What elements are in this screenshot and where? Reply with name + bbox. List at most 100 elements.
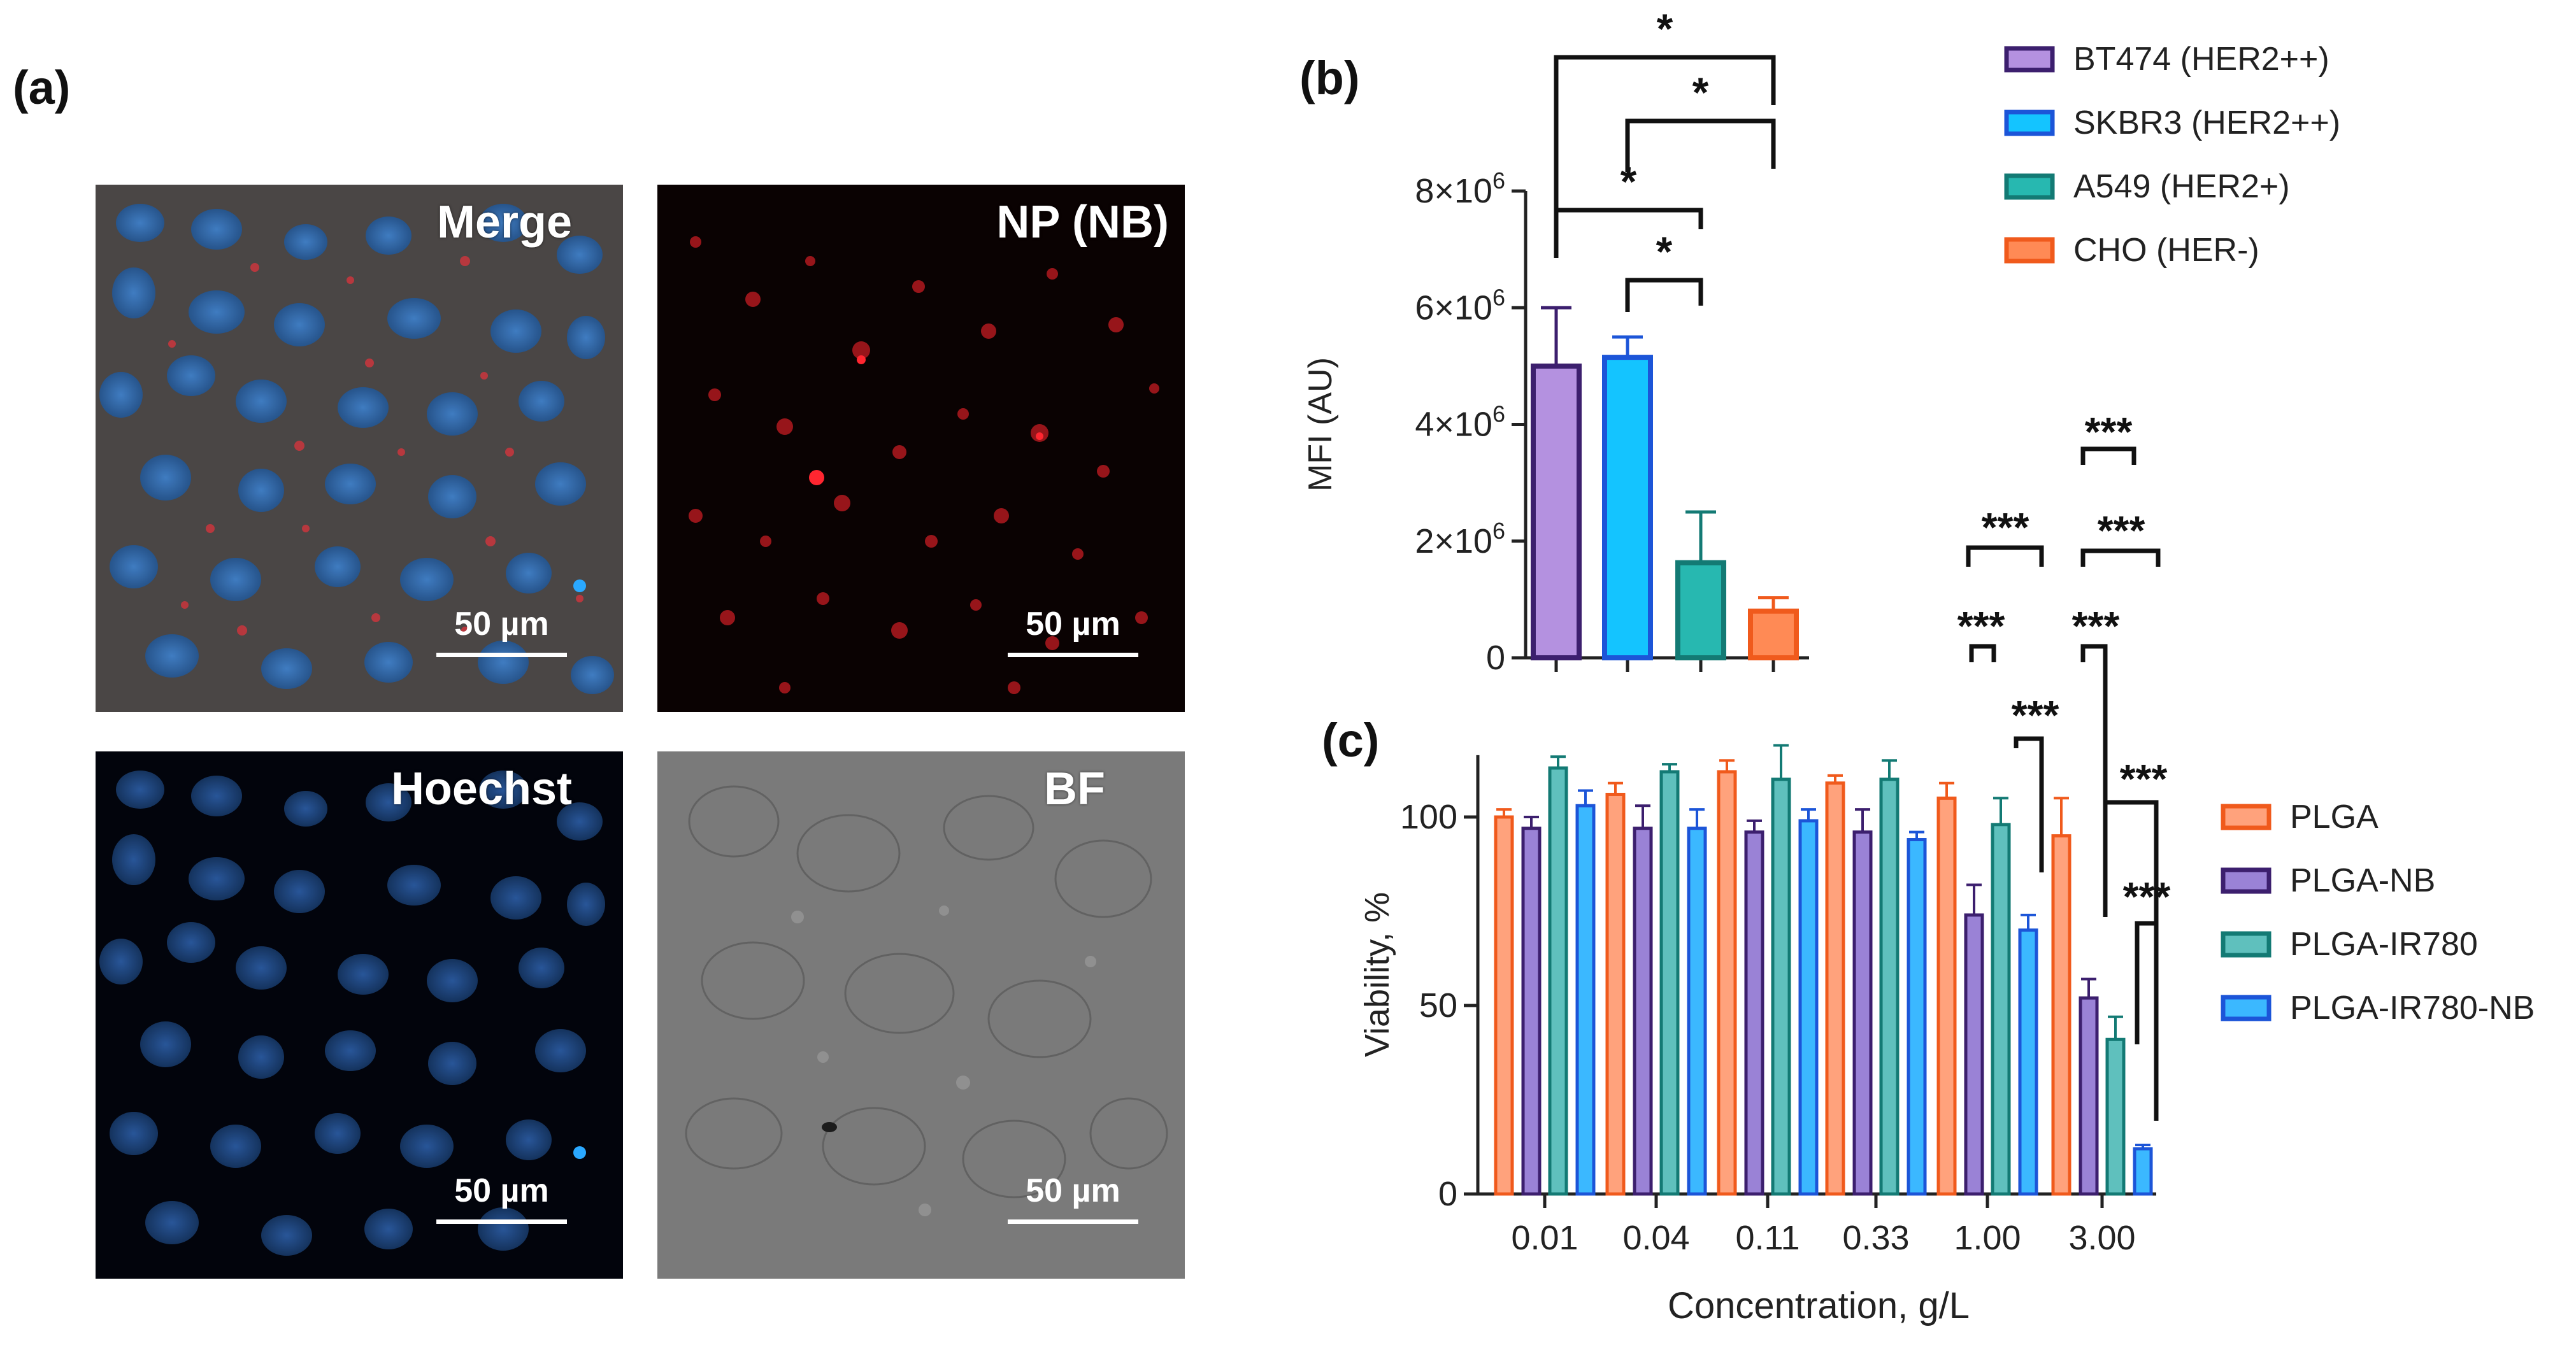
chart-b-significance-bracket-0 [1554, 55, 1776, 226]
chart-c-significance-label-6: *** [2120, 756, 2168, 802]
chart-c-bar-0-5 [2051, 834, 2072, 1196]
chart-b-legend-label-2: A549 (HER2+) [2073, 168, 2290, 205]
chart-c-viability: 0 50 100 Viability, % 0.01 0.04 0.11 0.33 1.00 3.… [1358, 409, 2535, 1326]
chart-b-ytick-label-4: 8×106 [1415, 167, 1505, 210]
chart-c-significance-label-0: *** [2085, 409, 2133, 455]
chart-c-bar-2-5 [2105, 1037, 2126, 1196]
chart-c-bar-1-1 [1633, 827, 1653, 1196]
micrograph-hoechst: Hoechst 50 µm [96, 751, 623, 1279]
chart-b-legend-label-1: SKBR3 (HER2++) [2073, 104, 2340, 141]
scale-label-hoechst: 50 µm [454, 1172, 549, 1209]
chart-b-legend-label-3: CHO (HER-) [2073, 232, 2259, 269]
chart-c-bar-0-2 [1717, 770, 1737, 1196]
chart-c-significance-label-5: *** [2012, 692, 2059, 738]
chart-c-bar-1-3 [1852, 830, 1873, 1196]
chart-c-significance-bracket-6 [2103, 800, 2159, 1006]
chart-c-ytick-label-0: 0 [1438, 1175, 1457, 1213]
chart-c-significance-label-4: *** [2072, 603, 2120, 649]
hoechst-image [96, 751, 623, 1279]
chart-b-ytick-label-3: 6×106 [1415, 284, 1505, 327]
chart-b-legend-label-0: BT474 (HER2++) [2073, 41, 2329, 78]
chart-c-significance-bracket-1 [2080, 548, 2161, 567]
micrograph-np-nb: NP (NB) 50 µm [657, 185, 1185, 712]
chart-c-significance-bracket-4 [2080, 644, 2108, 834]
chart-b-ylabel: MFI (AU) [1302, 357, 1339, 492]
chart-c-bar-0-1 [1605, 792, 1626, 1196]
chart-b-significance-bracket-2 [1554, 208, 1703, 258]
chart-c-legend-swatch-2 [2221, 931, 2272, 958]
scale-bar-hoechst [436, 1219, 567, 1224]
chart-c-significance-label-2: *** [1982, 504, 2029, 550]
micrograph-label-merge: Merge [436, 197, 572, 248]
chart-c-significance-bracket-7 [2135, 921, 2159, 1121]
micrograph-label-np: NP (NB) [996, 197, 1169, 248]
panel-label-a: (a) [13, 61, 71, 114]
chart-b-bar-3 [1748, 608, 1799, 661]
chart-c-bar-1-0 [1521, 827, 1542, 1196]
chart-c-bar-3-4 [2018, 928, 2038, 1196]
chart-c-bar-2-2 [1771, 778, 1791, 1196]
chart-c-bar-1-2 [1744, 830, 1764, 1196]
chart-c-significance-label-7: *** [2123, 874, 2171, 920]
chart-c-significance-label-1: *** [2098, 508, 2145, 553]
chart-c-significance-bracket-5 [2014, 736, 2044, 872]
chart-c-bar-0-0 [1494, 815, 1514, 1196]
micrograph-bf: BF 50 µm [657, 751, 1185, 1279]
chart-c-bar-2-3 [1879, 778, 1900, 1196]
chart-c-bar-3-3 [1907, 838, 1927, 1196]
chart-b-bar-2 [1675, 560, 1726, 660]
chart-c-legend-swatch-3 [2221, 995, 2272, 1021]
chart-b-ytick-label-4-exponent: 6 [1492, 167, 1505, 194]
bf-image [657, 751, 1185, 1279]
chart-b-significance-bracket-1 [1625, 118, 1776, 172]
chart-c-bar-1-5 [2079, 996, 2099, 1196]
chart-b-significance-label-2: * [1621, 158, 1637, 205]
chart-c-xlabel: Concentration, g/L [1668, 1285, 1970, 1326]
micrograph-label-bf: BF [1044, 764, 1105, 814]
chart-b-ytick-label-3-exponent: 6 [1492, 284, 1505, 310]
chart-c-xtick-label-5: 3.00 [2068, 1219, 2135, 1257]
scale-bar-bf [1008, 1219, 1138, 1224]
chart-c-ylabel: Viability, % [1358, 892, 1396, 1057]
chart-c-significance-bracket-2 [1966, 545, 2044, 567]
chart-c-significance-label-3: *** [1957, 603, 2005, 649]
chart-c-bar-2-1 [1659, 770, 1680, 1196]
chart-c-bar-3-1 [1687, 827, 1707, 1196]
chart-b-ytick-label-2: 4×106 [1415, 401, 1505, 444]
chart-c-significance-bracket-3 [1969, 644, 1996, 662]
micrograph-merge: Merge 50 µm [96, 185, 623, 712]
chart-c-legend-label-1: PLGA-NB [2290, 862, 2435, 899]
chart-c-significance-bracket-0 [2080, 446, 2136, 465]
chart-c-bar-3-2 [1798, 819, 1819, 1196]
chart-b-bar-1 [1602, 355, 1653, 660]
chart-c-legend-swatch-1 [2221, 867, 2272, 894]
chart-c-bar-3-0 [1575, 804, 1596, 1196]
chart-c-bar-3-5 [2133, 1147, 2153, 1196]
chart-b-significance-bracket-3 [1625, 278, 1703, 312]
scale-label-bf: 50 µm [1026, 1172, 1120, 1209]
scale-label-merge: 50 µm [454, 606, 549, 643]
chart-b-legend-swatch-2 [2004, 173, 2055, 200]
chart-b-legend-swatch-1 [2004, 110, 2055, 136]
chart-b-ytick-label-2-exponent: 6 [1492, 401, 1505, 427]
chart-c-legend-label-3: PLGA-IR780-NB [2290, 990, 2535, 1027]
chart-c-xtick-label-0: 0.01 [1511, 1219, 1578, 1257]
chart-c-legend-label-0: PLGA [2290, 799, 2379, 835]
chart-c-bar-0-4 [1936, 796, 1957, 1196]
scale-label-np: 50 µm [1026, 606, 1120, 643]
chart-b-legend-swatch-0 [2004, 46, 2055, 73]
chart-c-bar-2-0 [1548, 766, 1568, 1196]
chart-b-ytick-label-1: 2×106 [1415, 518, 1505, 560]
chart-b-significance-label-3: * [1656, 228, 1673, 275]
chart-c-ytick-label-1: 50 [1419, 986, 1457, 1025]
chart-c-bar-1-4 [1964, 913, 1984, 1196]
chart-b-ytick-label-0: 0 [1486, 639, 1505, 677]
chart-c-xtick-label-2: 0.11 [1735, 1219, 1800, 1257]
np-nb-image [657, 185, 1185, 712]
chart-c-legend-label-2: PLGA-IR780 [2290, 926, 2478, 963]
chart-c-ytick-label-2: 100 [1400, 798, 1457, 836]
merge-image [96, 185, 623, 712]
chart-c-xtick-label-1: 0.04 [1622, 1219, 1689, 1257]
